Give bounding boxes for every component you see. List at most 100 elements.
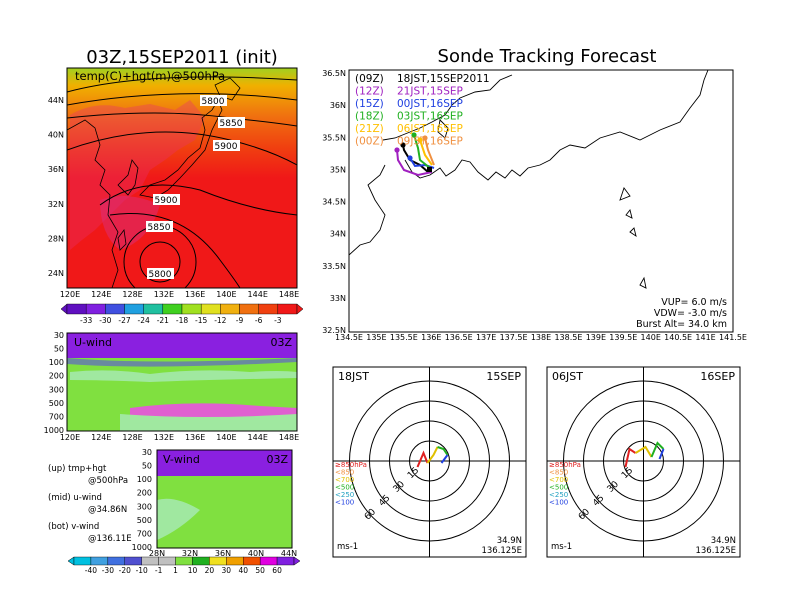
map-y-axis: 36.5N 36N 35.5N 35N 34.5N 34N 33.5N 33N 32.5N — [322, 69, 346, 335]
wind-trace — [437, 446, 449, 456]
tick-label: 1000 — [44, 426, 64, 435]
burst-point — [417, 137, 423, 143]
map-background — [349, 70, 733, 332]
level-legend-item: <500 — [335, 484, 354, 492]
colorbar-cell — [258, 303, 279, 315]
tick-label: 148E — [279, 433, 299, 442]
param-vdw: VDW= -3.0 m/s — [654, 308, 727, 319]
tick-label: 138.5E — [554, 333, 582, 342]
tick-label: 32.5N — [322, 326, 346, 335]
level-legend-item: <700 — [335, 476, 354, 484]
wind-trace — [416, 450, 429, 468]
colorbar-label: -30 — [99, 316, 111, 325]
contour-line — [139, 241, 181, 283]
wind-trace — [634, 445, 653, 458]
contour-label: 5900 — [155, 196, 178, 206]
temp-height-panel: 5800 5850 5900 5900 5850 5800 temp(C)+hg… — [48, 67, 299, 299]
legend-text: 00JST,16SEP — [397, 98, 463, 110]
level-legend-item: ≥850hPa — [549, 461, 581, 469]
hodograph-time: 18JST — [338, 370, 369, 383]
colorbar-label: -18 — [176, 316, 188, 325]
sonde-tracks — [394, 132, 435, 177]
left-title: 03Z,15SEP2011 (init) — [86, 47, 278, 68]
colorbar-label: -1 — [155, 566, 163, 575]
colorbar-cell — [105, 303, 125, 315]
v-panel-frame — [156, 449, 293, 549]
colorbar-label: -6 — [255, 316, 263, 325]
note-up-level: @500hPa — [88, 476, 128, 486]
legend-tag: (09Z) — [355, 73, 384, 85]
hodograph-unit: ms-1 — [551, 542, 572, 552]
wind-trace — [624, 447, 637, 468]
tick-label: 140E — [216, 290, 236, 299]
colorbar-label: 20 — [205, 566, 215, 575]
panel-notes: (up) tmp+hgt @500hPa (mid) u-wind @34.86… — [48, 464, 132, 544]
v-panel-label: V-wind — [163, 453, 200, 466]
tick-label: 144E — [248, 433, 268, 442]
tick-label: 200 — [49, 372, 64, 381]
contour-label-bg — [153, 194, 180, 205]
tick-label: 141.5E — [719, 333, 747, 342]
top-panel-frame — [66, 67, 298, 289]
burst-point — [422, 135, 428, 141]
tick-label: 139E — [586, 333, 606, 342]
tick-label: 136E — [421, 333, 441, 342]
tick-label: 36N — [48, 165, 64, 174]
contour-label-bg — [147, 268, 174, 279]
colorbar-label: -40 — [85, 566, 97, 575]
colorbar-label: -21 — [157, 316, 169, 325]
temperature-field — [67, 68, 297, 288]
colorbar-label: 40 — [238, 566, 248, 575]
burst-point — [407, 155, 413, 161]
tick-label: 1000 — [132, 543, 152, 552]
legend-tag: (12Z) — [355, 86, 384, 98]
tick-label: 30 — [54, 331, 64, 340]
note-bot-level: @136.11E — [88, 534, 132, 544]
tick-label: 128E — [122, 433, 142, 442]
colorbar-arrow — [60, 303, 68, 315]
tick-label: 300 — [137, 502, 152, 511]
colorbar-label: 1 — [173, 566, 178, 575]
launch-site — [427, 167, 432, 172]
note-mid: (mid) u-wind — [48, 493, 102, 503]
tick-label: 136E — [185, 433, 205, 442]
contour-line — [109, 212, 241, 288]
tick-label: 30 — [142, 448, 152, 457]
sonde-track — [424, 137, 435, 166]
tick-label: 44N — [281, 549, 297, 558]
colorbar-cell — [162, 303, 183, 315]
wind-trace — [440, 454, 449, 464]
contour-line — [67, 76, 297, 93]
tick-label: 36N — [215, 549, 231, 558]
tick-label: 135E — [366, 333, 386, 342]
tick-label: 120E — [60, 433, 80, 442]
colorbar-cell — [209, 556, 227, 566]
tick-label: 120E — [60, 290, 80, 299]
wind-trace — [650, 441, 665, 458]
tick-label: 28N — [149, 549, 165, 558]
tick-label: 500 — [137, 516, 152, 525]
hodograph-06jst: 06JST 16SEP15304560ms-134.9N136.125E≥850h… — [546, 366, 741, 558]
izu-island — [639, 276, 647, 289]
tick-label: 700 — [49, 412, 64, 421]
colorbar-cell — [200, 303, 221, 315]
colorbar-cell — [239, 303, 259, 315]
colorbar-cell — [175, 556, 193, 566]
honshu-south-coast — [404, 70, 709, 181]
sonde-track — [396, 149, 433, 177]
legend-tag: (15Z) — [355, 98, 384, 110]
colorbar-label: 30 — [222, 566, 232, 575]
param-burst: Burst Alt= 34.0 km — [636, 319, 727, 330]
colorbar-arrow — [67, 556, 75, 566]
colorbar-label: 60 — [272, 566, 282, 575]
tick-label: 136.5E — [445, 333, 473, 342]
tick-label: 132E — [154, 433, 174, 442]
v-x-axis: 28N 32N 36N 40N 44N — [149, 549, 297, 558]
colorbar-cell — [107, 556, 125, 566]
tick-label: 50 — [142, 462, 152, 471]
top-y-axis: 44N 40N 36N 32N 28N 24N — [48, 96, 64, 278]
tick-label: 40N — [248, 549, 264, 558]
ring-label: 15 — [620, 466, 635, 481]
tick-label: 34.5N — [322, 198, 346, 207]
tick-label: 32N — [182, 549, 198, 558]
